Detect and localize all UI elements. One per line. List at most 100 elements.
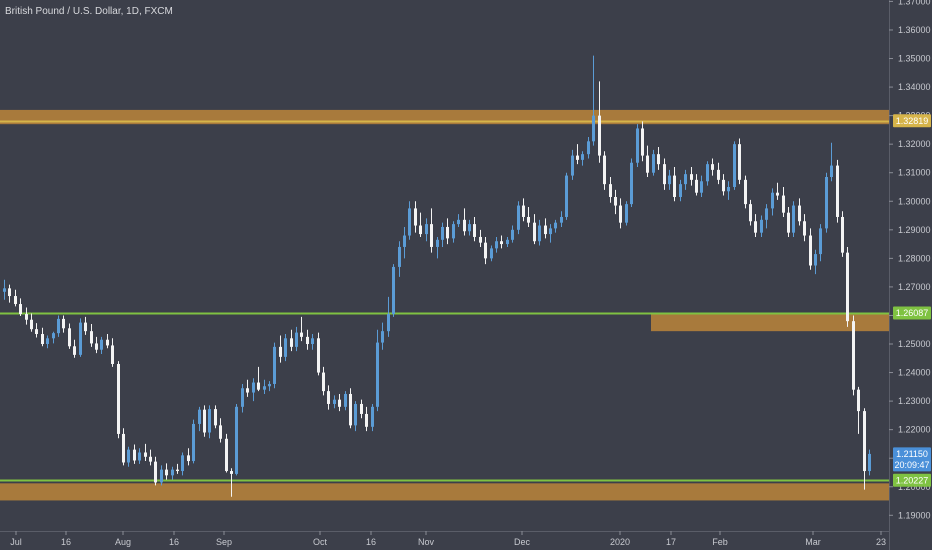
candle-body — [84, 322, 87, 332]
y-tick-label: 1.37000 — [898, 0, 931, 6]
candle-body — [749, 204, 752, 222]
y-tick-label: 1.27000 — [898, 282, 931, 292]
candle-body — [322, 372, 325, 392]
candle-body — [500, 241, 503, 245]
candle-body — [181, 455, 184, 472]
level-badge-label: 1.26087 — [896, 308, 929, 318]
candle-body — [463, 219, 466, 232]
candle-body — [176, 469, 179, 472]
candle-body — [333, 399, 336, 404]
candle-body — [403, 235, 406, 247]
candle-body — [484, 242, 487, 259]
candle-body — [836, 165, 839, 217]
candle-body — [241, 388, 244, 407]
y-tick-label: 1.28000 — [898, 253, 931, 263]
candle-body — [733, 144, 736, 187]
y-tick-label: 1.35000 — [898, 54, 931, 64]
candle-body — [95, 343, 98, 350]
x-tick-label: 2020 — [610, 537, 630, 547]
candle-body — [560, 216, 563, 223]
candle-body — [609, 184, 612, 197]
candle-body — [668, 175, 671, 185]
candle-body — [165, 469, 168, 476]
candle-body — [522, 205, 525, 217]
candle-body — [495, 241, 498, 249]
zone-rect — [651, 314, 889, 332]
candle-body — [527, 216, 530, 223]
candle-body — [809, 235, 812, 266]
x-tick-label: Jul — [10, 537, 22, 547]
candle-body — [636, 128, 639, 163]
x-tick-label: Oct — [313, 537, 328, 547]
y-tick-label: 1.30000 — [898, 196, 931, 206]
x-tick-label: Aug — [115, 537, 131, 547]
candle-body — [782, 195, 785, 213]
candle-body — [235, 406, 238, 474]
candle-body — [868, 453, 871, 472]
candle-body — [657, 154, 660, 165]
candle-body — [138, 452, 141, 461]
candle-body — [852, 321, 855, 390]
x-tick-label: 23 — [876, 537, 886, 547]
candle-body — [592, 115, 595, 142]
candle-body — [452, 224, 455, 239]
candle-body — [436, 239, 439, 247]
candle-body — [62, 318, 65, 329]
candle-body — [149, 456, 152, 462]
candle-body — [863, 411, 866, 472]
x-tick-label: Mar — [805, 537, 821, 547]
candle-body — [338, 399, 341, 407]
candle-body — [14, 296, 17, 305]
candle-body — [587, 141, 590, 155]
candle-body — [517, 205, 520, 230]
candle-body — [8, 288, 11, 297]
candle-body — [214, 409, 217, 426]
candle-body — [354, 403, 357, 426]
candle-body — [290, 338, 293, 347]
x-tick-label: 16 — [61, 537, 71, 547]
time-axis[interactable]: Jul 16 Aug 16 Sep Oct 16 Nov Dec 2020 17 Feb Mar 23 — [10, 531, 886, 547]
candle-body — [765, 208, 768, 220]
candle-body — [208, 409, 211, 433]
candle-body — [246, 388, 249, 393]
zone-rect — [0, 483, 889, 501]
candle-body — [327, 391, 330, 404]
candle-body — [414, 208, 417, 226]
candle-body — [381, 331, 384, 343]
candle-body — [257, 382, 260, 390]
candle-body — [360, 403, 363, 414]
candle-body — [722, 179, 725, 192]
candle-body — [376, 342, 379, 407]
level-badge — [893, 473, 931, 487]
candle-body — [457, 219, 460, 225]
candle-body — [538, 225, 541, 242]
candle-body — [771, 192, 774, 209]
candle-body — [717, 169, 720, 180]
level-badge-label: 1.32819 — [896, 116, 929, 126]
x-tick-label: 16 — [366, 537, 376, 547]
candle-body — [565, 175, 568, 217]
chart-title: British Pound / U.S. Dollar, 1D, FXCM — [5, 6, 173, 17]
candle-body — [473, 224, 476, 237]
candle-body — [192, 423, 195, 462]
candle-body — [79, 322, 82, 355]
candle-body — [598, 115, 601, 156]
candle-body — [744, 179, 747, 205]
level-badge — [893, 114, 931, 128]
candle-body — [46, 338, 49, 345]
y-tick-label: 1.23000 — [898, 396, 931, 406]
candle-body — [365, 413, 368, 427]
candle-body — [841, 216, 844, 253]
candle-body — [571, 155, 574, 176]
candle-body — [106, 339, 109, 346]
y-tick-label: 1.36000 — [898, 25, 931, 35]
candle-body — [776, 192, 779, 196]
countdown-label: 20:09:47 — [894, 460, 929, 470]
candle-body — [371, 406, 374, 427]
candle-body — [554, 222, 557, 229]
candle-body — [684, 174, 687, 185]
candle-body — [398, 246, 401, 267]
candle-body — [549, 228, 552, 235]
